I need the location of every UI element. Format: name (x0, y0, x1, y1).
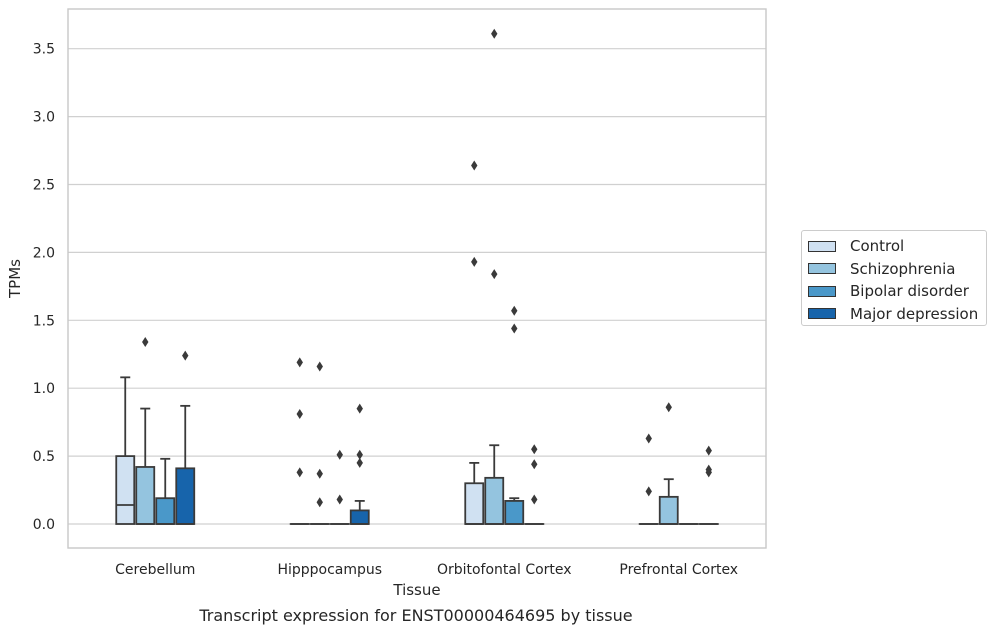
outlier-point (471, 160, 478, 171)
outlier-point (645, 486, 652, 497)
legend-item: Bipolar disorder (808, 280, 986, 303)
outlier-point (531, 444, 538, 455)
outlier-point (471, 256, 478, 267)
box-control (115, 376, 136, 525)
legend-label: Bipolar disorder (850, 282, 969, 301)
x-tick-label: Hipppocampus (277, 562, 382, 578)
outlier-point (705, 467, 712, 478)
plot-frame (67, 8, 767, 549)
box-schizophrenia (484, 28, 505, 525)
box-body (155, 497, 176, 525)
box-control (464, 160, 485, 525)
outlier-point (491, 28, 498, 39)
outlier-point (316, 497, 323, 508)
outlier-point (356, 457, 363, 468)
box-bipolar-disorder (155, 457, 176, 525)
legend-swatch (808, 263, 836, 275)
legend-label: Major depression (850, 304, 979, 323)
outlier-point (645, 433, 652, 444)
outlier-point (142, 337, 149, 348)
outlier-point (316, 361, 323, 372)
box-body (658, 495, 679, 525)
outlier-point (356, 403, 363, 414)
outlier-point (336, 449, 343, 460)
outlier-point (356, 449, 363, 460)
box-major-depression (524, 444, 545, 525)
outlier-point (296, 409, 303, 420)
legend-label: Control (850, 237, 905, 256)
box-control (289, 357, 310, 525)
outlier-point (531, 494, 538, 505)
y-tick-label: 1.5 (33, 313, 55, 329)
box-schizophrenia (135, 337, 156, 525)
legend-label: Schizophrenia (850, 259, 956, 278)
box-major-depression (698, 445, 719, 525)
outlier-point (511, 323, 518, 334)
legend-item: Control (808, 235, 986, 258)
x-tick-label: Orbitofontal Cortex (437, 562, 572, 578)
outlier-point (182, 350, 189, 361)
box-major-depression (175, 350, 196, 525)
outlier-point (296, 357, 303, 368)
x-tick-label: Cerebellum (115, 562, 195, 578)
outlier-point (705, 445, 712, 456)
y-tick-label: 2.5 (33, 178, 55, 194)
y-tick-label: 0.5 (33, 449, 55, 465)
box-body (349, 509, 370, 525)
legend-swatch (808, 308, 836, 320)
chart-legend: Control Schizophrenia Bipolar disorder Majo… (801, 230, 987, 326)
y-tick-label: 1.0 (33, 381, 55, 397)
y-tick-label: 2.0 (33, 245, 55, 261)
x-tick-label: Prefrontal Cortex (619, 562, 738, 578)
box-bipolar-disorder (329, 449, 350, 525)
box-body (464, 482, 485, 525)
box-bipolar-disorder (504, 305, 525, 525)
x-axis-label: Tissue (392, 581, 440, 599)
outlier-point (296, 467, 303, 478)
outlier-point (336, 494, 343, 505)
y-tick-label: 3.0 (33, 110, 55, 126)
figure-caption: Transcript expression for ENST0000046469… (199, 606, 633, 625)
outlier-point (665, 402, 672, 413)
legend-swatch (808, 240, 836, 252)
outlier-point (491, 269, 498, 280)
y-tick-label: 0.0 (33, 517, 55, 533)
box-control (638, 433, 659, 525)
outlier-point (511, 305, 518, 316)
outlier-point (316, 468, 323, 479)
box-body (504, 500, 525, 525)
y-tick-label: 3.5 (33, 42, 55, 58)
legend-item: Major depression (808, 303, 986, 326)
outlier-point (531, 459, 538, 470)
box-body (484, 476, 505, 525)
legend-item: Schizophrenia (808, 258, 986, 281)
box-schizophrenia (658, 402, 679, 525)
box-body (115, 455, 136, 525)
box-body (135, 466, 156, 525)
y-axis-label: TPMs (6, 259, 24, 299)
box-body (175, 467, 196, 525)
legend-swatch (808, 285, 836, 297)
box-schizophrenia (309, 361, 330, 525)
box-major-depression (349, 403, 370, 525)
